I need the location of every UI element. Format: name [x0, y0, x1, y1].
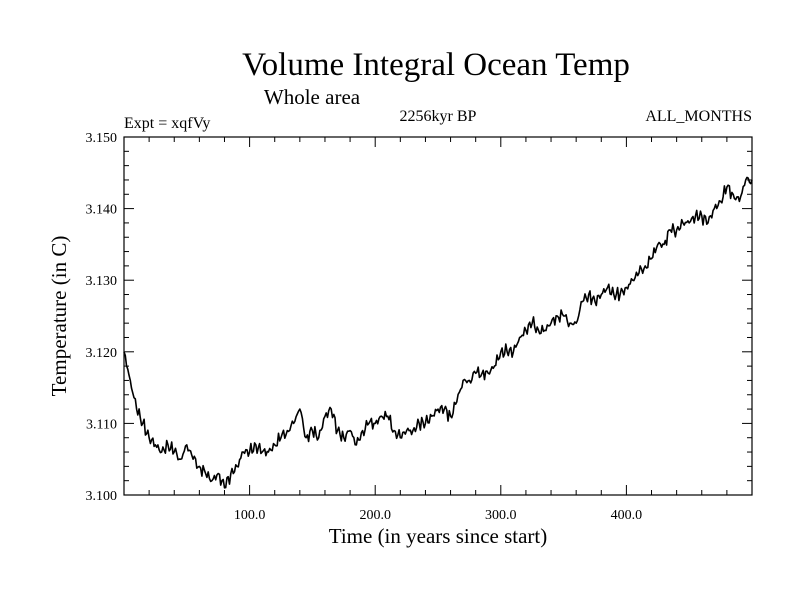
experiment-label: Expt = xqfVy: [124, 115, 210, 132]
chart-title: Volume Integral Ocean Temp: [242, 47, 630, 83]
months-label: ALL_MONTHS: [645, 108, 752, 125]
plot-frame: [123, 136, 753, 496]
x-tick-label: 200.0: [359, 508, 391, 523]
x-axis-label: Time (in years since start): [329, 524, 548, 548]
period-label: 2256kyr BP: [400, 108, 477, 125]
x-tick-label: 300.0: [485, 508, 517, 523]
y-tick-label: 3.150: [86, 131, 118, 146]
y-tick-label: 3.140: [86, 203, 118, 218]
y-tick-label: 3.110: [86, 417, 117, 432]
chart-subtitle: Whole area: [264, 85, 361, 109]
x-tick-label: 400.0: [611, 508, 643, 523]
y-tick-label: 3.100: [86, 489, 118, 504]
y-tick-label: 3.120: [86, 346, 118, 361]
x-tick-label: 100.0: [234, 508, 266, 523]
y-axis-label: Temperature (in C): [47, 236, 71, 397]
y-tick-label: 3.130: [86, 274, 118, 289]
temperature-series-line: [123, 176, 753, 489]
